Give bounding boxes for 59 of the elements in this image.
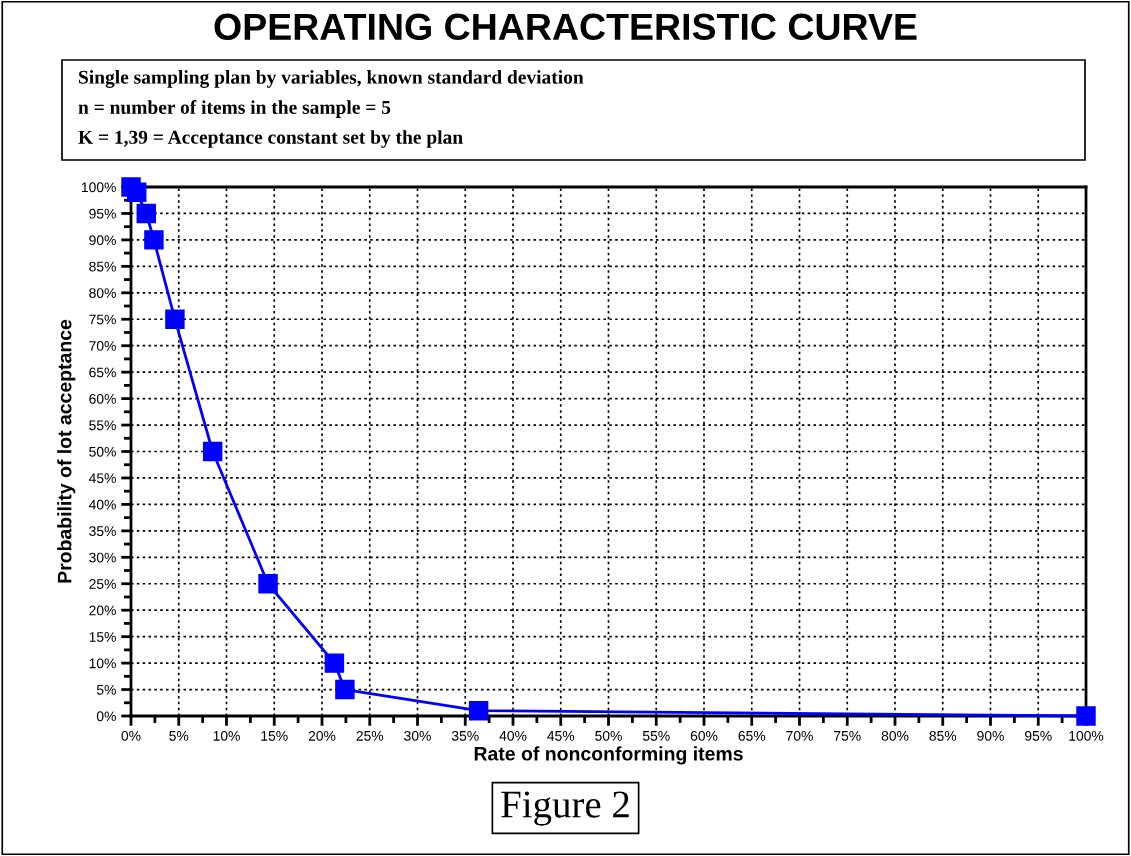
y-tick-label: 45%	[88, 473, 116, 484]
y-tick-label: 65%	[89, 367, 116, 378]
point	[335, 679, 355, 700]
x-tick-label: 35%	[451, 730, 479, 741]
chart-title: OPERATING CHARACTERISTIC CURVE	[214, 13, 917, 41]
y-tick-label: 75%	[89, 314, 116, 325]
y-tick-label: 50%	[89, 446, 116, 457]
y-tick-label: 0%	[96, 711, 116, 722]
point	[136, 203, 157, 224]
x-tick-label: 40%	[499, 730, 527, 741]
point	[144, 230, 164, 250]
y-tick-label: 35%	[89, 526, 116, 537]
x-tick-label: 10%	[213, 730, 240, 741]
x-tick-label: 95%	[1025, 730, 1052, 741]
caption: Figure 2	[501, 791, 629, 826]
x-tick-label: 0%	[121, 730, 141, 741]
y-tick-label: 70%	[89, 341, 116, 351]
y-tick-label: 85%	[89, 261, 116, 272]
y-tick-label: 25%	[89, 579, 116, 589]
text: Single sampling plan by variables, known standard deviation	[79, 70, 584, 88]
x-axis-title: Rate of nonconforming items	[474, 746, 743, 765]
x-tick-label: 55%	[642, 731, 670, 741]
text: K = 1,39 = Acceptance constant set by the plan	[78, 130, 463, 148]
x-tick-label: 25%	[356, 730, 384, 741]
x-tick-label: 60%	[690, 730, 718, 741]
x-tick-label: 75%	[834, 731, 861, 741]
x-tick-label: 85%	[929, 730, 957, 741]
point	[468, 700, 489, 721]
point	[1076, 706, 1096, 726]
x-tick-label: 5%	[169, 731, 189, 741]
y-tick-label: 5%	[96, 684, 116, 695]
y-tick-label: 80%	[89, 288, 116, 298]
y-tick-label: 30%	[89, 552, 116, 563]
y-axis-title: Probability of lot acceptance	[57, 319, 76, 583]
x-tick-label: 20%	[308, 730, 336, 741]
x-tick-label: 45%	[547, 731, 575, 741]
y-tick-label: 55%	[89, 420, 116, 431]
text: n = number of items in the sample = 5	[78, 100, 391, 118]
y-tick-label: 90%	[89, 235, 116, 246]
x-tick-label: 30%	[404, 730, 431, 741]
x-tick-label: 90%	[977, 730, 1004, 741]
point	[127, 182, 147, 203]
y-tick-label: 100%	[81, 182, 116, 193]
x-tick-label: 50%	[595, 730, 622, 741]
point	[165, 309, 185, 329]
point	[202, 441, 223, 462]
y-tick-label: 10%	[89, 658, 116, 669]
x-tick-label: 70%	[786, 730, 813, 741]
y-tick-label: 40%	[88, 499, 116, 510]
x-tick-label: 15%	[261, 731, 288, 741]
y-tick-label: 20%	[89, 605, 116, 616]
y-tick-label: 60%	[89, 393, 116, 404]
x-tick-label: 80%	[881, 730, 909, 741]
y-tick-label: 15%	[89, 632, 116, 642]
y-tick-label: 95%	[89, 208, 116, 219]
x-tick-label: 100%	[1069, 730, 1104, 741]
x-tick-label: 65%	[738, 730, 766, 741]
point	[324, 653, 345, 673]
point	[258, 574, 278, 594]
